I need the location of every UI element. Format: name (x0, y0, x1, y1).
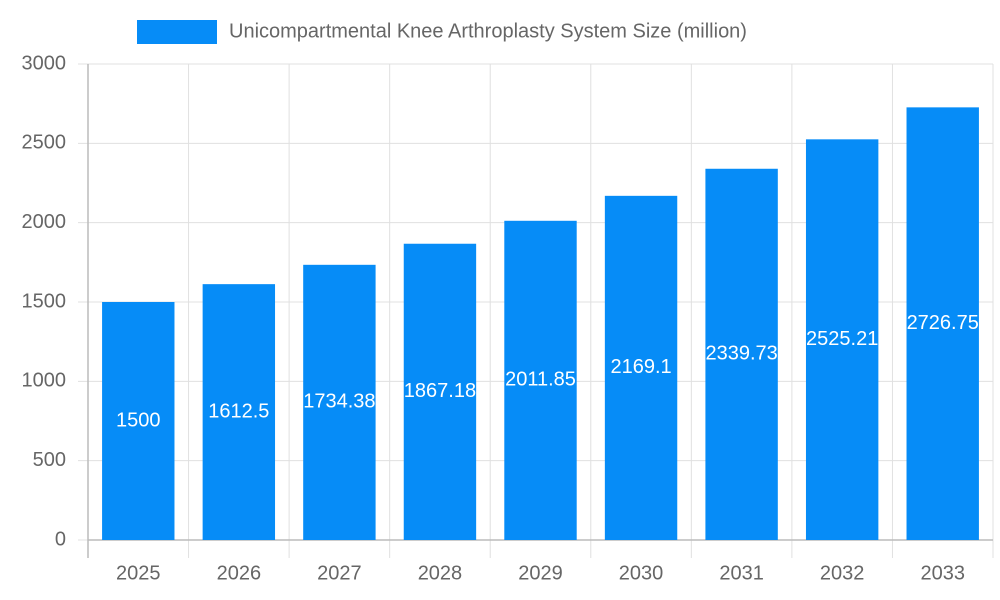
value-label: 2169.1 (610, 356, 671, 378)
value-label: 1500 (116, 409, 161, 431)
value-label: 2525.21 (806, 328, 878, 350)
value-label: 1867.18 (404, 380, 476, 402)
value-label: 1612.5 (208, 400, 269, 422)
legend-label: Unicompartmental Knee Arthroplasty Syste… (229, 20, 747, 42)
y-tick-label: 2500 (22, 132, 67, 154)
bar (403, 243, 477, 540)
y-tick-label: 1500 (22, 290, 67, 312)
x-tick-label: 2030 (619, 562, 664, 584)
bar (906, 107, 979, 541)
value-label: 2339.73 (705, 343, 777, 365)
x-tick-label: 2028 (418, 562, 463, 584)
bar (604, 195, 678, 541)
x-tick-label: 2029 (518, 562, 563, 584)
x-tick-label: 2026 (217, 562, 262, 584)
bar (303, 264, 376, 540)
bar (202, 284, 276, 540)
y-tick-label: 0 (55, 528, 66, 550)
x-tick-label: 2032 (820, 562, 865, 584)
x-tick-label: 2027 (317, 562, 362, 584)
bar (805, 139, 879, 540)
y-tick-label: 2000 (22, 211, 67, 233)
y-tick-label: 500 (33, 449, 66, 471)
bar (504, 220, 577, 540)
y-tick-label: 1000 (22, 370, 67, 392)
value-label: 2011.85 (505, 369, 576, 391)
bar (102, 302, 175, 540)
bar (705, 168, 778, 541)
value-label: 1734.38 (303, 391, 375, 413)
x-tick-label: 2031 (719, 562, 764, 584)
x-tick-label: 2025 (116, 562, 161, 584)
legend-swatch (137, 20, 217, 44)
x-tick-label: 2033 (920, 562, 965, 584)
value-label: 2726.75 (907, 312, 979, 334)
y-tick-label: 3000 (22, 52, 67, 74)
